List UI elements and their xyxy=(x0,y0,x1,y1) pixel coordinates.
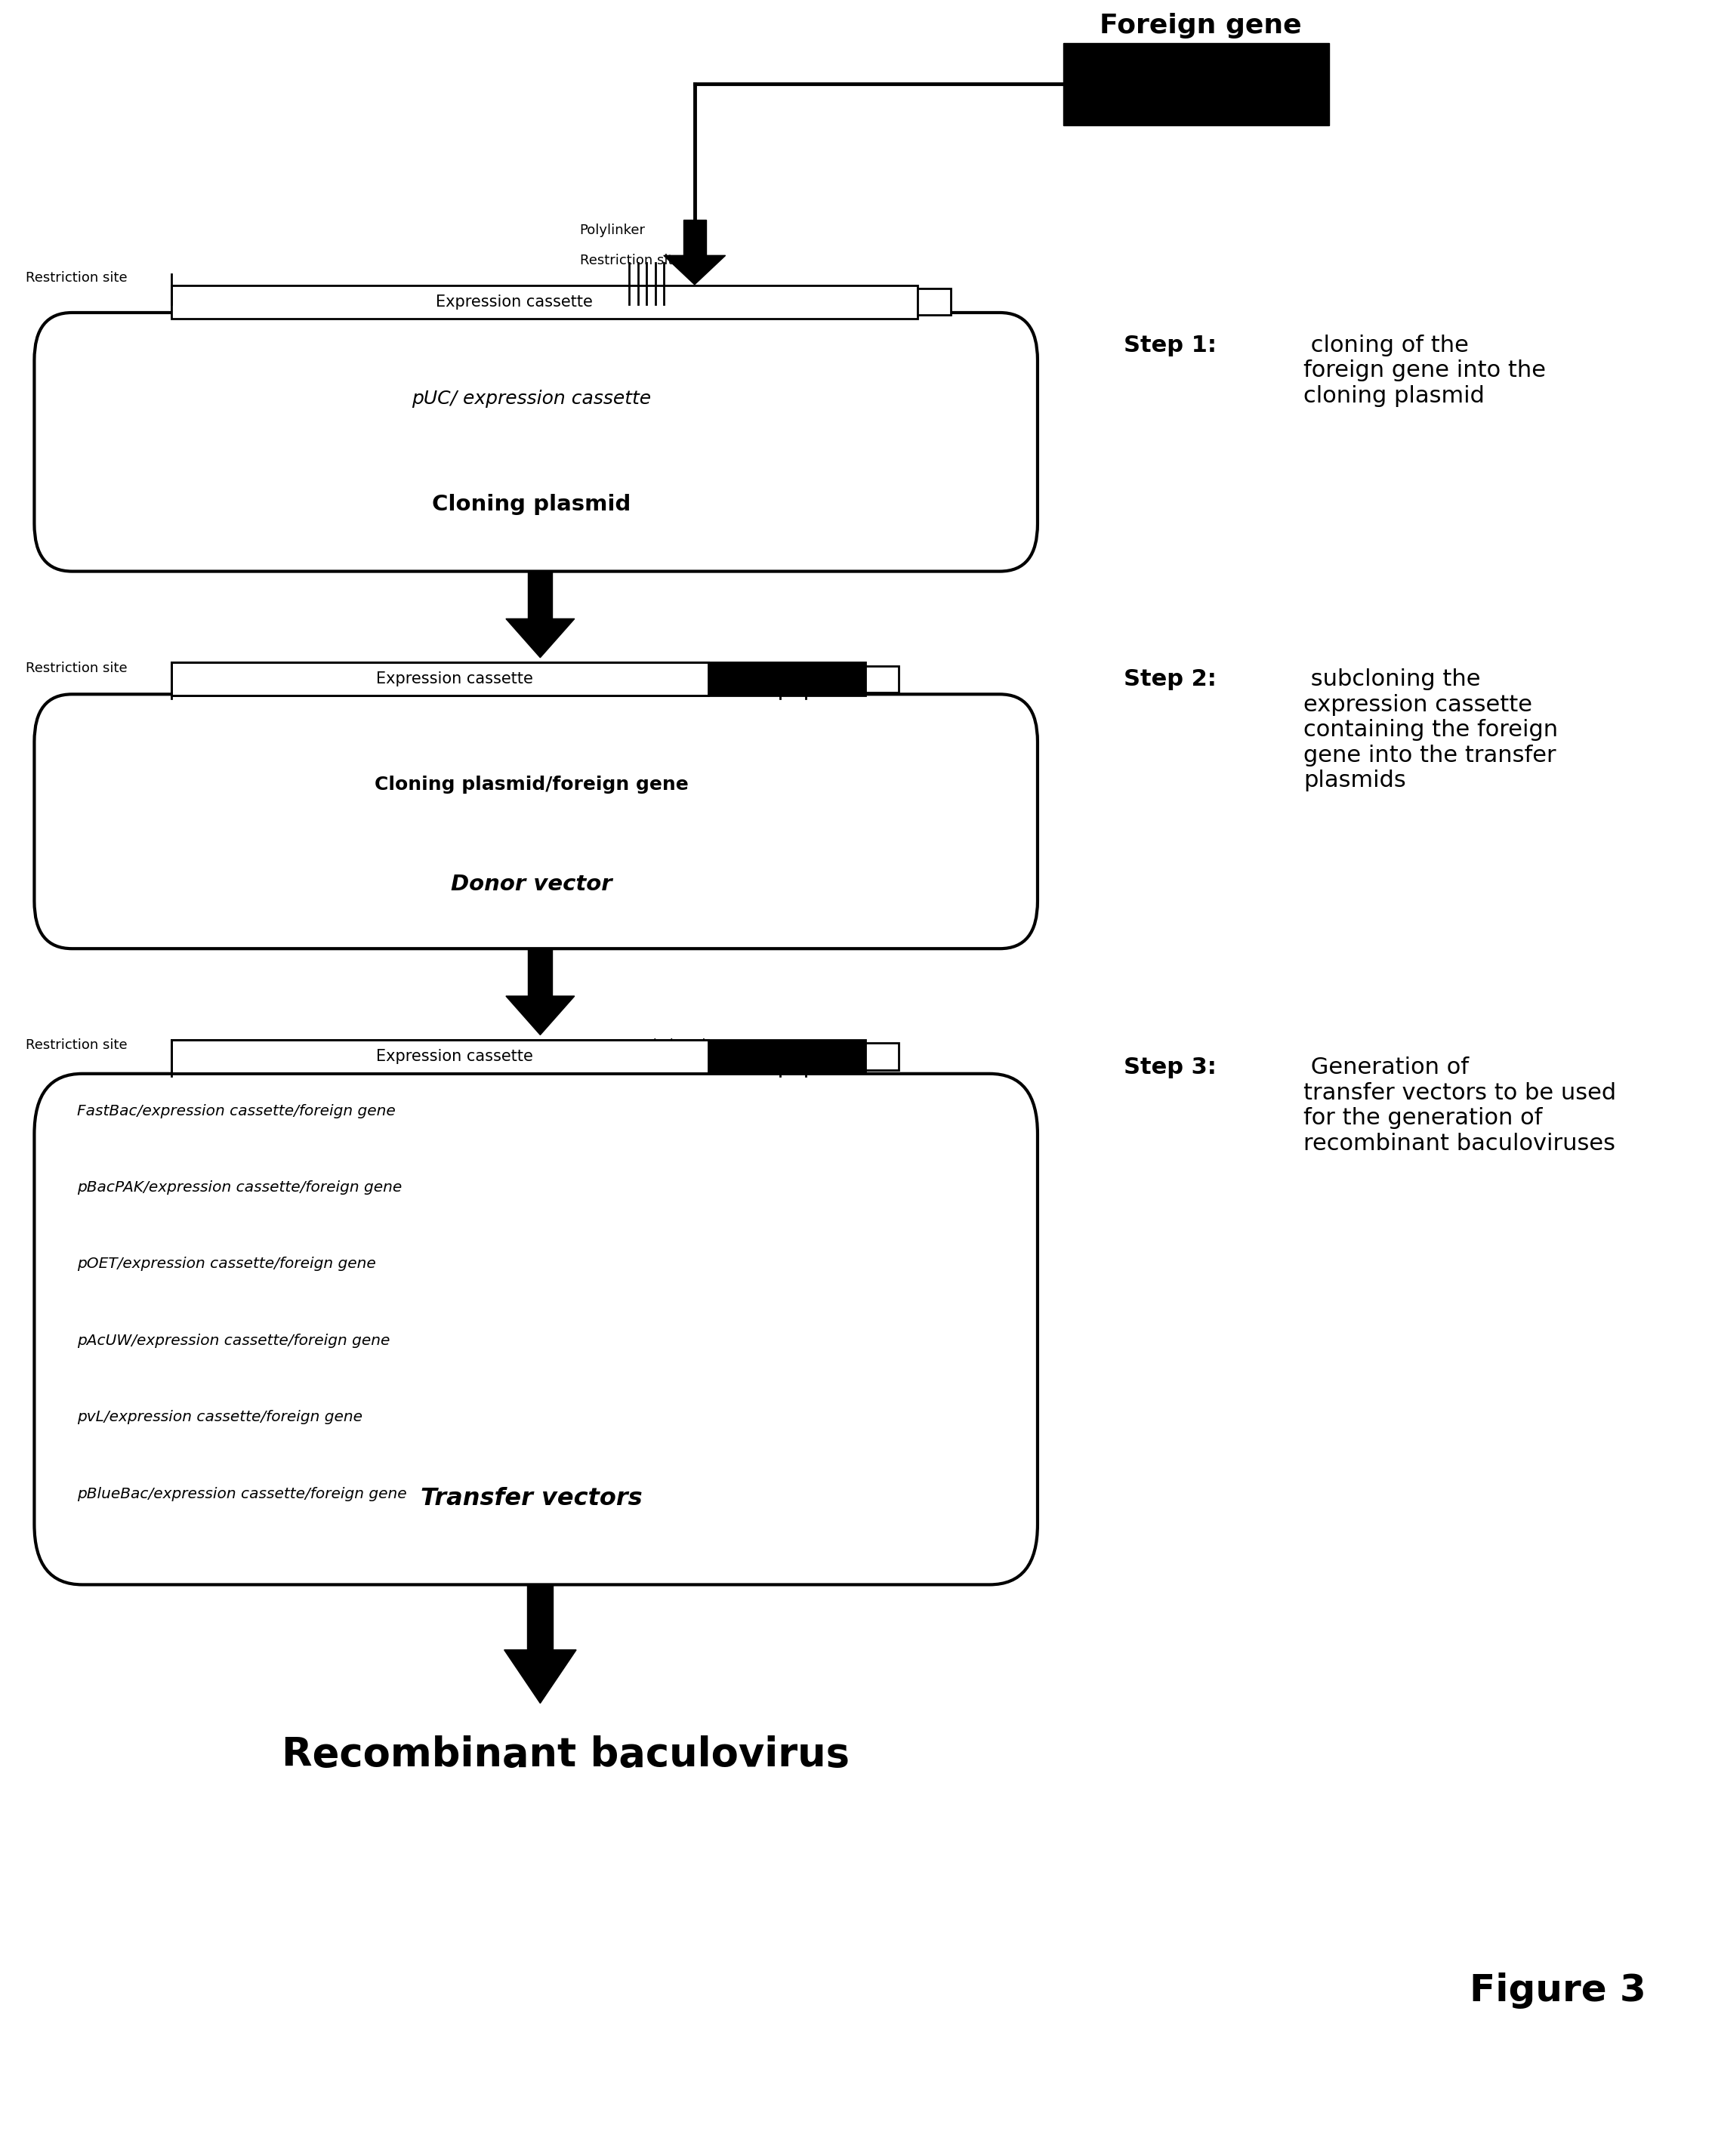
Text: Step 1:: Step 1: xyxy=(1123,334,1216,356)
Polygon shape xyxy=(528,1585,554,1649)
Text: subcloning the
expression cassette
containing the foreign
gene into the transfer: subcloning the expression cassette conta… xyxy=(1303,668,1557,791)
Bar xyxy=(172,662,708,696)
Text: Polylinker: Polylinker xyxy=(580,224,645,237)
Text: Step 3:: Step 3: xyxy=(1123,1056,1216,1078)
Polygon shape xyxy=(528,949,552,996)
Bar xyxy=(1063,43,1329,125)
Polygon shape xyxy=(664,257,725,285)
Text: Step 2:: Step 2: xyxy=(1123,668,1216,690)
Text: pvL/expression cassette/foreign gene: pvL/expression cassette/foreign gene xyxy=(77,1410,362,1425)
Text: FastBac/expression cassette/foreign gene: FastBac/expression cassette/foreign gene xyxy=(77,1104,396,1119)
Text: Donor vector: Donor vector xyxy=(451,873,612,895)
Bar xyxy=(172,1039,866,1074)
Bar xyxy=(708,1039,866,1074)
Text: Restriction site: Restriction site xyxy=(617,1039,719,1052)
Bar xyxy=(866,666,899,692)
Text: Figure 3: Figure 3 xyxy=(1470,1973,1646,2009)
Bar xyxy=(172,1039,708,1074)
FancyBboxPatch shape xyxy=(34,313,1038,571)
Text: pOET/expression cassette/foreign gene: pOET/expression cassette/foreign gene xyxy=(77,1257,376,1272)
Polygon shape xyxy=(683,220,707,257)
Bar xyxy=(172,285,918,319)
Text: pAcUW/expression cassette/foreign gene: pAcUW/expression cassette/foreign gene xyxy=(77,1332,389,1348)
Text: Foreign gene: Foreign gene xyxy=(1099,13,1302,39)
Text: Expression cassette: Expression cassette xyxy=(376,1048,533,1065)
Text: Cloning plasmid: Cloning plasmid xyxy=(432,494,631,515)
Bar xyxy=(918,289,952,315)
Text: pBlueBac/expression cassette/foreign gene: pBlueBac/expression cassette/foreign gen… xyxy=(77,1488,406,1501)
Text: Generation of
transfer vectors to be used
for the generation of
recombinant bacu: Generation of transfer vectors to be use… xyxy=(1303,1056,1616,1153)
Text: cloning of the
foreign gene into the
cloning plasmid: cloning of the foreign gene into the clo… xyxy=(1303,334,1545,407)
Polygon shape xyxy=(504,1649,576,1703)
Polygon shape xyxy=(506,619,575,658)
FancyBboxPatch shape xyxy=(34,694,1038,949)
FancyBboxPatch shape xyxy=(34,1074,1038,1585)
Text: Restriction site: Restriction site xyxy=(26,1039,127,1052)
Text: Recombinant baculovirus: Recombinant baculovirus xyxy=(281,1736,851,1774)
Text: Cloning plasmid/foreign gene: Cloning plasmid/foreign gene xyxy=(374,776,689,793)
Text: Expression cassette: Expression cassette xyxy=(436,293,593,310)
Text: Restriction site: Restriction site xyxy=(580,254,681,267)
Text: Restriction site: Restriction site xyxy=(26,662,127,675)
Text: pUC/ expression cassette: pUC/ expression cassette xyxy=(412,390,652,407)
Text: Restriction site: Restriction site xyxy=(617,662,719,675)
Polygon shape xyxy=(506,996,575,1035)
Text: Restriction site: Restriction site xyxy=(26,272,127,285)
Bar xyxy=(172,662,866,696)
Bar xyxy=(866,1044,899,1069)
Text: Expression cassette: Expression cassette xyxy=(376,671,533,688)
Text: pBacPAK/expression cassette/foreign gene: pBacPAK/expression cassette/foreign gene xyxy=(77,1181,401,1194)
Bar xyxy=(708,662,866,696)
Text: Transfer vectors: Transfer vectors xyxy=(420,1488,643,1509)
Polygon shape xyxy=(528,571,552,619)
